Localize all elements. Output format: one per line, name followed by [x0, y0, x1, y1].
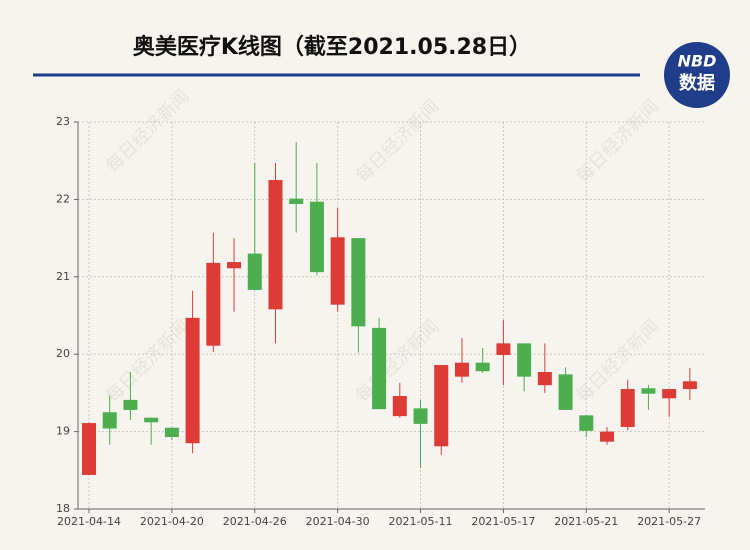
y-tick-label: 22 — [56, 192, 70, 205]
candle-body — [144, 417, 159, 423]
candle-body — [247, 253, 262, 290]
candle-body — [579, 415, 594, 431]
x-tick-label: 2021-05-27 — [637, 515, 701, 528]
candle-body — [496, 343, 511, 355]
candle-body — [475, 362, 490, 372]
candle-body — [641, 388, 656, 394]
y-tick-label: 18 — [56, 502, 70, 515]
candle-body — [600, 431, 614, 442]
candle-body — [413, 408, 428, 424]
candle-body — [330, 237, 345, 305]
candle-body — [227, 262, 242, 269]
candle-body — [123, 399, 138, 410]
candle-body — [620, 389, 635, 427]
x-tick-label: 2021-04-20 — [140, 515, 204, 528]
chart-title: 奥美医疗K线图（截至2021.05.28日） — [133, 34, 531, 60]
candle-body — [268, 180, 283, 310]
candle-body — [392, 395, 407, 417]
candle-body — [309, 201, 324, 273]
logo-brand: NBD — [678, 52, 717, 71]
logo-label: 数据 — [679, 72, 715, 94]
logo-badge — [664, 42, 730, 108]
candle-body — [517, 343, 532, 377]
y-tick-label: 21 — [56, 270, 70, 283]
x-tick-label: 2021-04-30 — [306, 515, 370, 528]
x-tick-label: 2021-04-26 — [223, 515, 287, 528]
candle-body — [82, 423, 96, 475]
candle-body — [185, 317, 200, 444]
candle-body — [289, 198, 304, 205]
candle-body — [454, 362, 469, 377]
candle-body — [164, 427, 179, 438]
candle-body — [206, 262, 221, 346]
candle-body — [558, 374, 573, 410]
candle-body — [434, 365, 449, 447]
candle-body — [662, 389, 677, 399]
x-tick-label: 2021-04-14 — [57, 515, 121, 528]
candle-body — [682, 381, 697, 390]
y-tick-label: 23 — [56, 115, 70, 128]
x-tick-label: 2021-05-11 — [389, 515, 453, 528]
candle-body — [372, 327, 387, 410]
candle-body — [537, 372, 552, 386]
candle-body — [102, 412, 117, 429]
candle-body — [351, 238, 366, 327]
x-tick-label: 2021-05-21 — [554, 515, 618, 528]
y-tick-label: 19 — [56, 425, 70, 438]
y-tick-label: 20 — [56, 347, 70, 360]
x-tick-label: 2021-05-17 — [471, 515, 535, 528]
